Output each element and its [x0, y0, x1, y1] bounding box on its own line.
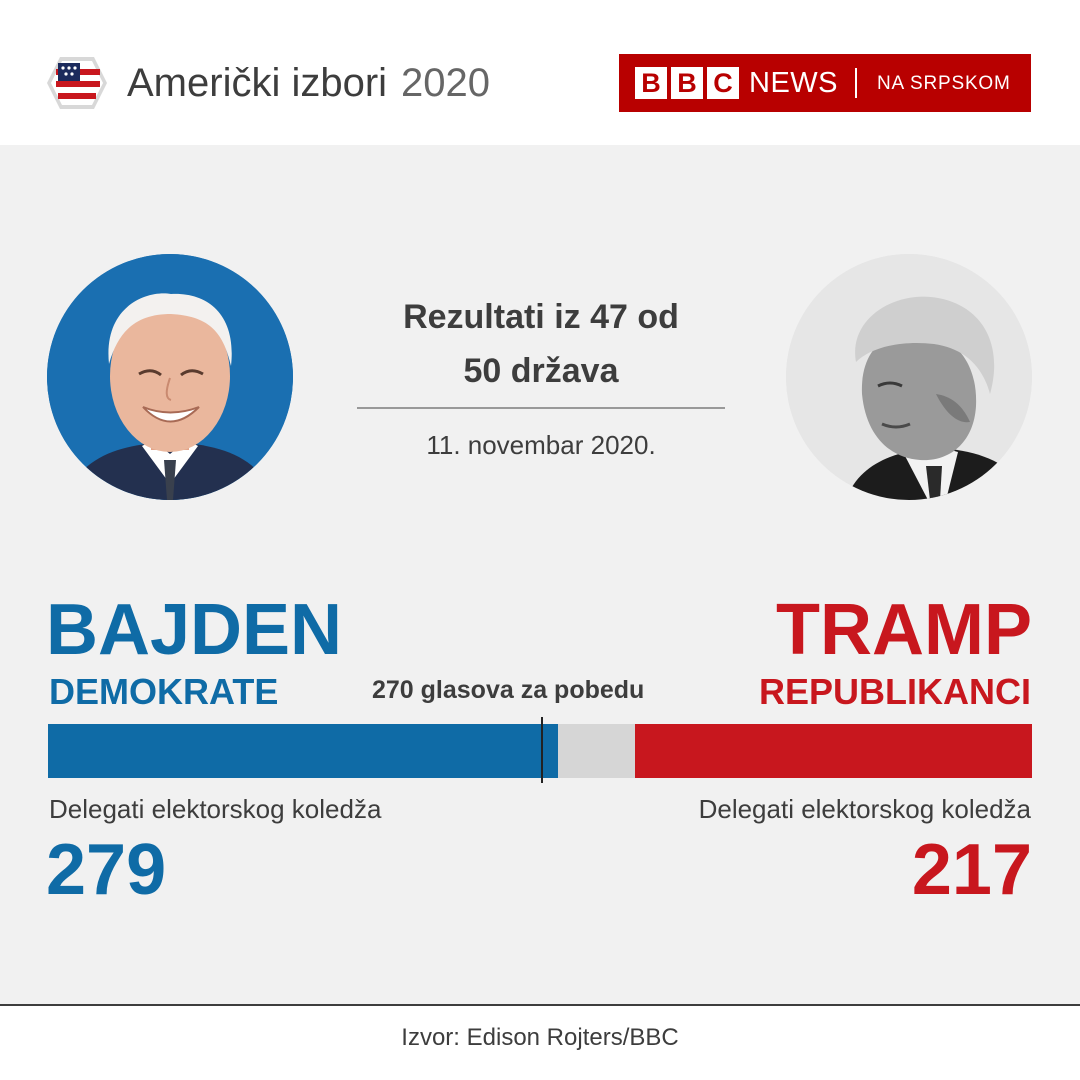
trump-portrait — [786, 254, 1032, 500]
page-title-year: 2020 — [401, 61, 491, 105]
header: Američki izbori 2020 B B C NEWS NA SRPSKO… — [0, 0, 1080, 145]
page-title: Američki izbori 2020 — [127, 61, 491, 105]
threshold-label: 270 glasova za pobedu — [372, 676, 645, 704]
biden-portrait — [47, 254, 293, 500]
bbc-news-word: NEWS — [749, 67, 838, 99]
ev-value-left: 279 — [46, 830, 167, 910]
results-subtitle: Rezultati iz 47 od 50 država — [357, 290, 725, 398]
subtitle-divider — [357, 407, 725, 409]
electoral-bar-track — [48, 724, 1032, 778]
source-credit: Izvor: Edison Rojters/BBC — [401, 1024, 679, 1051]
bar-republicans — [635, 724, 1032, 778]
bbc-letter: B — [635, 67, 667, 99]
footer-divider — [0, 1004, 1080, 1006]
candidate-name-left: BAJDEN — [46, 590, 343, 670]
date-label: 11. novembar 2020. — [426, 430, 656, 460]
bbc-blocks: B B C — [635, 67, 739, 99]
subtitle-line: 50 država — [463, 352, 619, 390]
bbc-letter: C — [707, 67, 739, 99]
trump-portrait-image — [786, 254, 1032, 500]
bar-democrats — [48, 724, 559, 778]
threshold-marker — [540, 717, 543, 783]
party-right: REPUBLIKANCI — [758, 671, 1031, 712]
subtitle-line: Rezultati iz 47 od — [403, 298, 679, 336]
bbc-separator — [855, 68, 857, 98]
us-flag-badge-icon — [47, 57, 107, 109]
ev-label-right: Delegati elektorskog koledža — [698, 794, 1031, 824]
biden-portrait-image — [47, 254, 293, 500]
bbc-letter: B — [671, 67, 703, 99]
party-left: DEMOKRATE — [49, 671, 279, 712]
ev-value-right: 217 — [911, 830, 1032, 910]
ev-label-left: Delegati elektorskog koledža — [49, 794, 382, 824]
bbc-news-logo: B B C NEWS NA SRPSKOM — [619, 54, 1031, 112]
bbc-service-name: NA SRPSKOM — [877, 73, 1011, 94]
candidate-name-right: TRAMP — [776, 590, 1032, 670]
